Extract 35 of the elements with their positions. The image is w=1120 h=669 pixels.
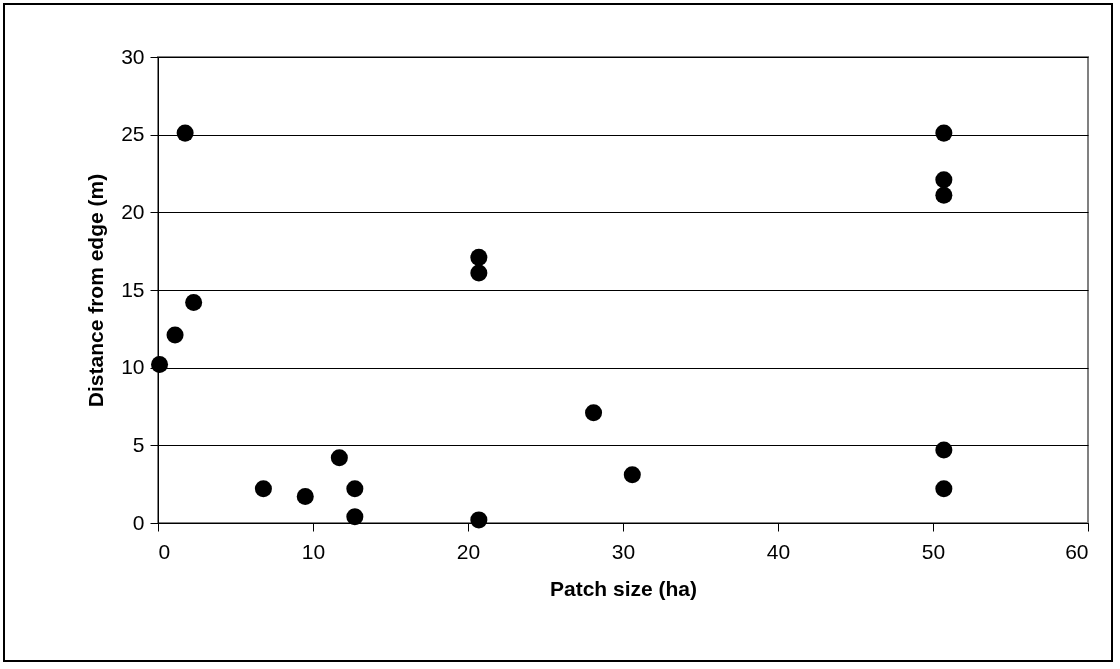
- x-tick-label: 60: [1065, 539, 1089, 563]
- point: [935, 171, 953, 189]
- y-tick-label: 25: [121, 122, 145, 146]
- point: [935, 186, 953, 204]
- y-tick-label: 15: [121, 277, 145, 301]
- y-tick-label: 0: [132, 510, 145, 534]
- point: [166, 326, 184, 344]
- point: [346, 508, 364, 526]
- point: [176, 124, 194, 142]
- x-tick-label: 30: [611, 539, 636, 563]
- y-tick-label: 20: [121, 199, 145, 223]
- x-tick-label: 10: [301, 539, 326, 563]
- point: [296, 488, 314, 506]
- x-tick-label: 50: [921, 539, 946, 563]
- point: [185, 293, 203, 311]
- point: [254, 480, 272, 498]
- point: [585, 404, 603, 422]
- y-axis-title: Distance from edge (m): [84, 173, 108, 408]
- x-tick-label: 0: [158, 539, 171, 563]
- point: [151, 356, 169, 374]
- point: [623, 466, 641, 484]
- y-tick-label: 10: [121, 355, 145, 379]
- y-tick-label: 5: [132, 432, 145, 456]
- point: [330, 449, 348, 467]
- point: [470, 248, 488, 266]
- point: [935, 441, 953, 459]
- point: [470, 264, 488, 282]
- point: [346, 480, 364, 498]
- x-tick-label: 20: [456, 539, 481, 563]
- x-tick-label: 40: [766, 539, 791, 563]
- point: [935, 124, 953, 142]
- y-tick-label: 30: [121, 44, 145, 68]
- point: [935, 480, 953, 498]
- point: [470, 511, 488, 529]
- x-axis-title: Patch size (ha): [549, 576, 698, 600]
